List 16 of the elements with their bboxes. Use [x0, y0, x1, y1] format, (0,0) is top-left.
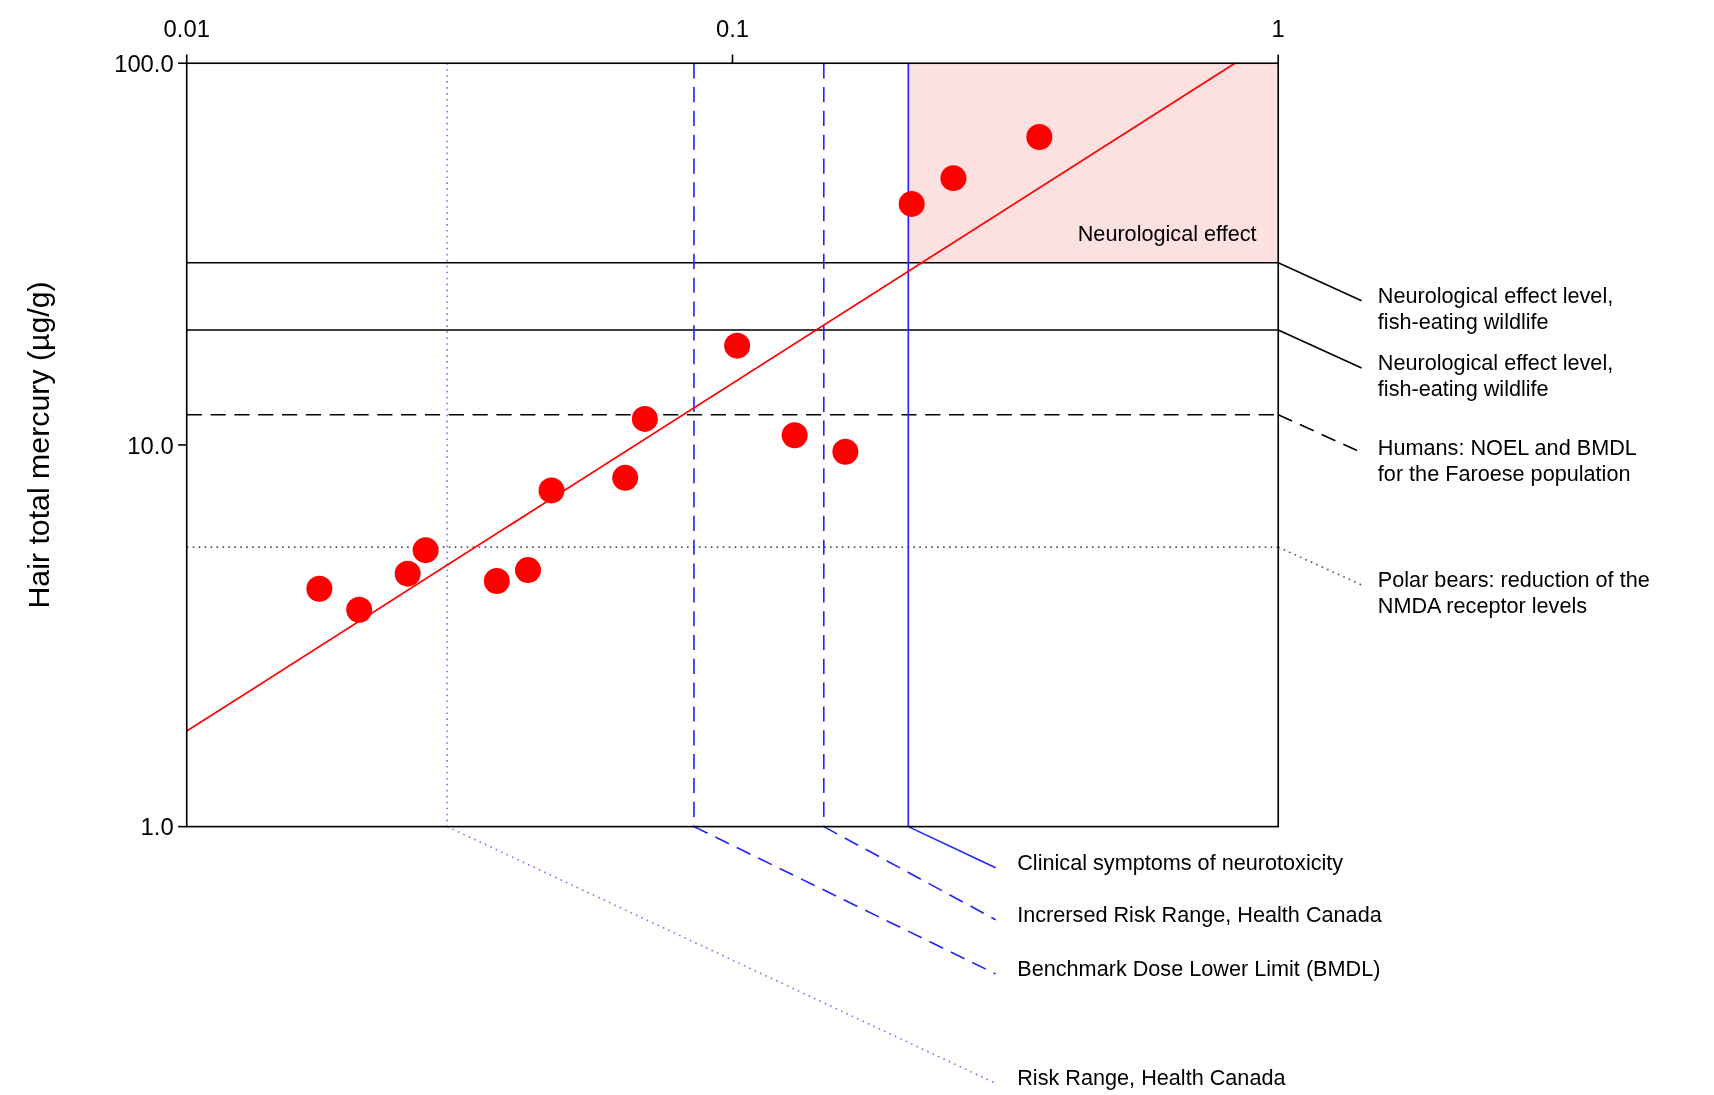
- legend-label: Polar bears: reduction of the NMDA receptor levels: [1377, 567, 1650, 619]
- x-tick-label: 0.01: [163, 15, 210, 43]
- ref-line-label: Risk Range, Health Canada: [1017, 1065, 1287, 1091]
- legend-label: Neurological effect level, fish-eating wildlife: [1377, 350, 1614, 402]
- y-tick-label: 100.0: [114, 49, 174, 77]
- legend-label: Clinical symptoms of neurotoxicity: [1017, 849, 1344, 875]
- ref-line-label: Incrersed Risk Range, Health Canada: [1017, 901, 1383, 927]
- x-tick-label: 0.1: [715, 15, 750, 43]
- legend-label: Humans: NOEL and BMDL for the Faroese population: [1377, 434, 1637, 486]
- ref-line-label: Benchmark Dose Lower Limit (BMDL): [1017, 956, 1381, 982]
- band-label: Neurological effect: [1077, 221, 1257, 247]
- x-tick-label: 1: [1271, 15, 1285, 43]
- legend-label: Neurological effect level, fish-eating wildlife: [1377, 282, 1614, 334]
- y-tick-label: 1.0: [140, 813, 174, 841]
- y-tick-label: 10.0: [127, 431, 174, 459]
- y-axis-title: Hair total mercury (µg/g): [22, 281, 56, 609]
